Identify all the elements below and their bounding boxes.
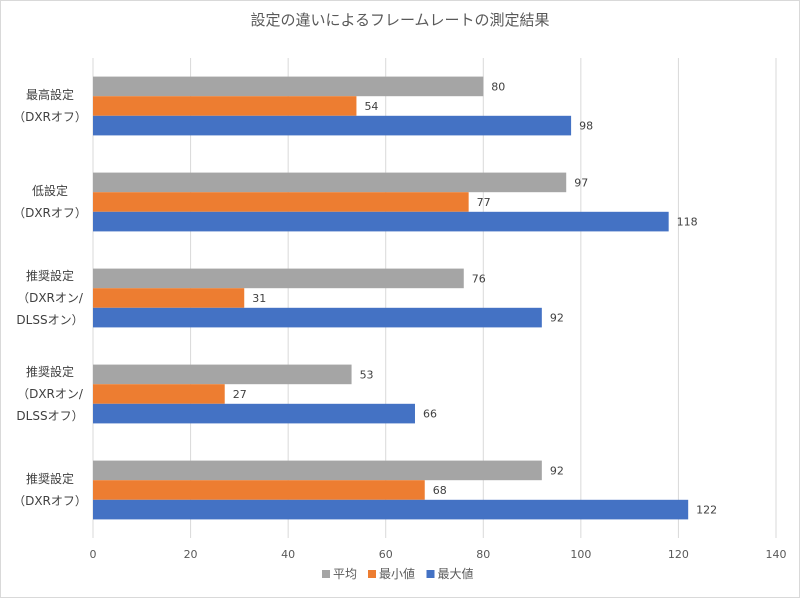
data-label: 53 <box>360 368 374 381</box>
category-label: 低設定 <box>32 183 68 198</box>
x-tick-label: 140 <box>766 548 787 561</box>
bar-1 <box>93 384 225 404</box>
category-label: 最高設定 <box>26 87 74 102</box>
x-tick-label: 40 <box>281 548 295 561</box>
bar-0 <box>93 268 464 289</box>
data-label: 77 <box>477 196 491 209</box>
category-label: DLSSオン） <box>16 313 83 327</box>
bar-0 <box>93 364 352 385</box>
data-label: 66 <box>423 408 437 421</box>
bar-2 <box>93 403 415 424</box>
bar-1 <box>93 480 425 500</box>
bar-0 <box>93 76 484 97</box>
category-label: DLSSオフ） <box>16 409 83 423</box>
chart-title: 設定の違いによるフレームレートの測定結果 <box>250 11 549 29</box>
bar-1 <box>93 96 357 116</box>
category-label: （DXRオン/ <box>17 291 84 305</box>
data-label: 31 <box>252 292 266 305</box>
bar-2 <box>93 211 669 232</box>
data-label: 97 <box>574 176 588 189</box>
data-label: 92 <box>550 464 564 477</box>
data-label: 80 <box>491 80 505 93</box>
bar-0 <box>93 172 567 193</box>
legend-swatch <box>368 570 376 578</box>
bar-1 <box>93 192 469 212</box>
data-label: 98 <box>579 120 593 133</box>
x-tick-label: 100 <box>570 548 591 561</box>
category-label: （DXRオン/ <box>17 387 84 401</box>
x-tick-label: 120 <box>668 548 689 561</box>
x-tick-label: 80 <box>476 548 490 561</box>
data-label: 54 <box>364 100 378 113</box>
category-label: （DXRオフ） <box>13 206 87 220</box>
bar-0 <box>93 460 542 481</box>
data-label: 27 <box>233 388 247 401</box>
legend-swatch <box>426 570 435 578</box>
data-label: 76 <box>472 272 486 285</box>
category-label: 推奨設定 <box>26 268 74 283</box>
legend-label: 最小値 <box>379 566 415 581</box>
data-label: 118 <box>677 216 698 229</box>
legend-label: 最大値 <box>438 566 474 581</box>
bar-2 <box>93 307 542 328</box>
category-label: （DXRオフ） <box>13 494 87 508</box>
data-label: 92 <box>550 312 564 325</box>
legend-label: 平均 <box>333 567 357 581</box>
category-label: （DXRオフ） <box>13 110 87 124</box>
legend-swatch <box>322 570 330 578</box>
x-tick-label: 20 <box>184 548 198 561</box>
x-tick-label: 60 <box>379 548 393 561</box>
category-label: 推奨設定 <box>26 364 74 379</box>
bar-2 <box>93 115 572 136</box>
x-tick-label: 0 <box>90 548 97 561</box>
data-label: 122 <box>696 504 717 517</box>
bar-1 <box>93 288 245 308</box>
data-label: 68 <box>433 484 447 497</box>
bar-2 <box>93 499 689 520</box>
category-label: 推奨設定 <box>26 471 74 486</box>
